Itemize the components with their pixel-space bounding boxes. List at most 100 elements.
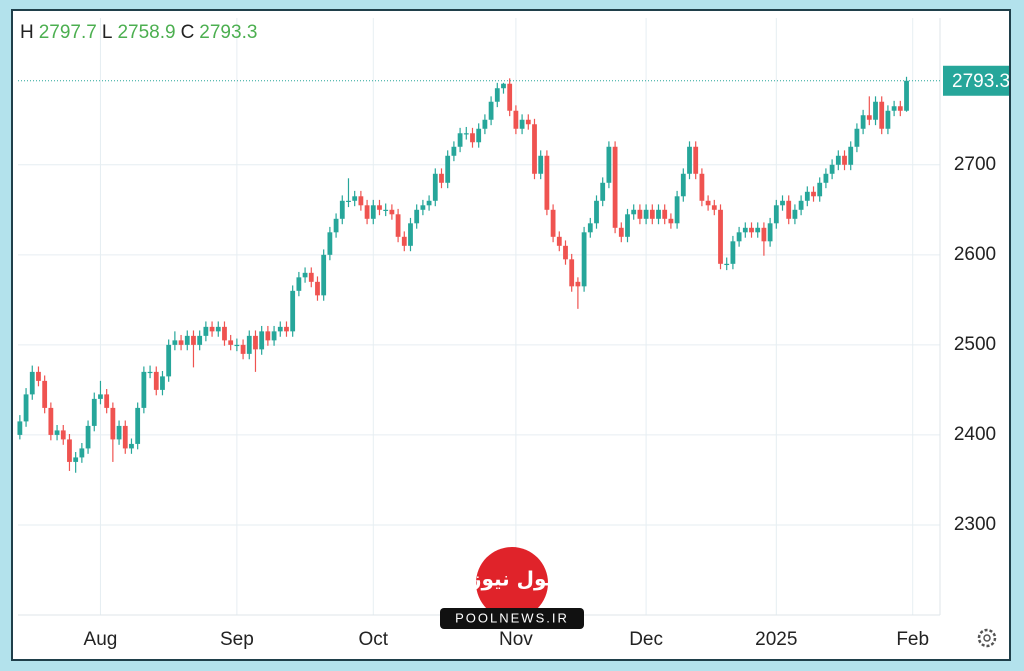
candle-body — [451, 146, 457, 156]
candle-body — [643, 209, 649, 219]
candle-body — [891, 106, 897, 111]
candle-body — [823, 173, 829, 183]
candle-body — [519, 119, 525, 129]
candle-body — [401, 236, 407, 246]
candle-body — [23, 394, 29, 422]
candle-body — [79, 448, 85, 458]
ohlc-header: H 2797.7 L 2758.9 C 2793.3 — [20, 22, 257, 43]
settings-icon[interactable] — [977, 628, 997, 648]
candle-body — [141, 371, 147, 408]
candle-body — [656, 209, 661, 219]
candle-body — [761, 227, 767, 242]
last-price-label: 2793.3 — [952, 71, 1010, 92]
gear-hub[interactable] — [983, 634, 991, 642]
candle-body — [60, 430, 66, 440]
candle-body — [36, 371, 41, 381]
candle-body — [364, 205, 370, 219]
candle-body — [383, 209, 389, 211]
candle-body — [637, 209, 643, 219]
candle-body — [532, 124, 537, 174]
candle-body — [228, 340, 234, 345]
candle-body — [866, 115, 872, 120]
candle-body — [835, 155, 841, 165]
candle-body — [482, 119, 488, 129]
y-tick-label: 2300 — [954, 514, 996, 535]
candle-body — [463, 133, 469, 135]
candle-body — [98, 394, 103, 399]
candle-body — [767, 223, 773, 242]
candle-body — [172, 340, 178, 345]
y-tick-label: 2600 — [954, 244, 996, 265]
candle-body — [897, 106, 903, 111]
candle-body — [290, 290, 296, 332]
candle-body — [67, 439, 72, 462]
candle-body — [538, 155, 544, 174]
candle-body — [116, 425, 122, 440]
candle-body — [333, 218, 339, 233]
x-tick-label: Nov — [499, 629, 533, 650]
x-tick-label: Sep — [220, 629, 254, 650]
candle-body — [321, 254, 327, 296]
candle-body — [513, 110, 519, 129]
candle-body — [724, 263, 730, 266]
candle-body — [525, 119, 531, 125]
candle-body — [798, 200, 804, 210]
header-high: 2797.7 — [39, 22, 97, 43]
x-tick-label: Feb — [896, 629, 929, 650]
candle-body — [377, 205, 382, 210]
candle-body — [178, 340, 184, 345]
candle-body — [129, 443, 134, 449]
candle-body — [488, 101, 494, 120]
candle-body — [315, 281, 320, 296]
candle-body — [203, 326, 209, 336]
header-c-label: C — [181, 22, 195, 43]
logo-text: پول نیوز — [469, 567, 554, 592]
candle-body — [426, 200, 432, 206]
candle-body — [284, 326, 289, 332]
candle-body — [544, 155, 550, 210]
candle-body — [17, 421, 23, 435]
candle-body — [110, 407, 116, 440]
candle-body — [222, 326, 227, 341]
candle-body — [885, 110, 891, 129]
gear-teeth[interactable] — [977, 628, 997, 648]
candle-body — [563, 245, 568, 260]
candle-body — [860, 115, 866, 129]
candle-body — [432, 173, 438, 201]
candle-body — [395, 214, 401, 237]
candle-body — [160, 376, 165, 390]
candle-body — [73, 457, 79, 462]
candle-body — [184, 335, 190, 345]
candle-body — [457, 133, 463, 147]
candle-body — [879, 101, 885, 129]
candle-body — [631, 209, 637, 215]
candle-body — [197, 335, 203, 345]
y-tick-label: 2500 — [954, 334, 996, 355]
candle-body — [811, 191, 816, 197]
candle-body — [680, 173, 686, 197]
candle-body — [234, 344, 240, 347]
candle-body — [780, 200, 785, 206]
x-tick-label: Dec — [629, 629, 663, 650]
candle-body — [240, 344, 246, 354]
candle-body — [556, 236, 562, 246]
candle-body — [612, 146, 618, 228]
candle-body — [668, 218, 674, 224]
candle-body — [253, 335, 258, 350]
candle-body — [736, 232, 742, 242]
candle-body — [687, 146, 692, 174]
candle-body — [54, 430, 60, 435]
candle-body — [215, 326, 221, 332]
candle-body — [625, 214, 630, 237]
candle-body — [166, 344, 172, 377]
candle-body — [829, 164, 835, 174]
candle-body — [773, 205, 779, 224]
candle-body — [600, 182, 606, 201]
candle-body — [352, 196, 358, 201]
header-close: 2793.3 — [199, 22, 257, 43]
candle-body — [817, 182, 823, 197]
candle-body — [730, 241, 736, 264]
candle-body — [705, 200, 711, 206]
candle-body — [122, 425, 128, 449]
